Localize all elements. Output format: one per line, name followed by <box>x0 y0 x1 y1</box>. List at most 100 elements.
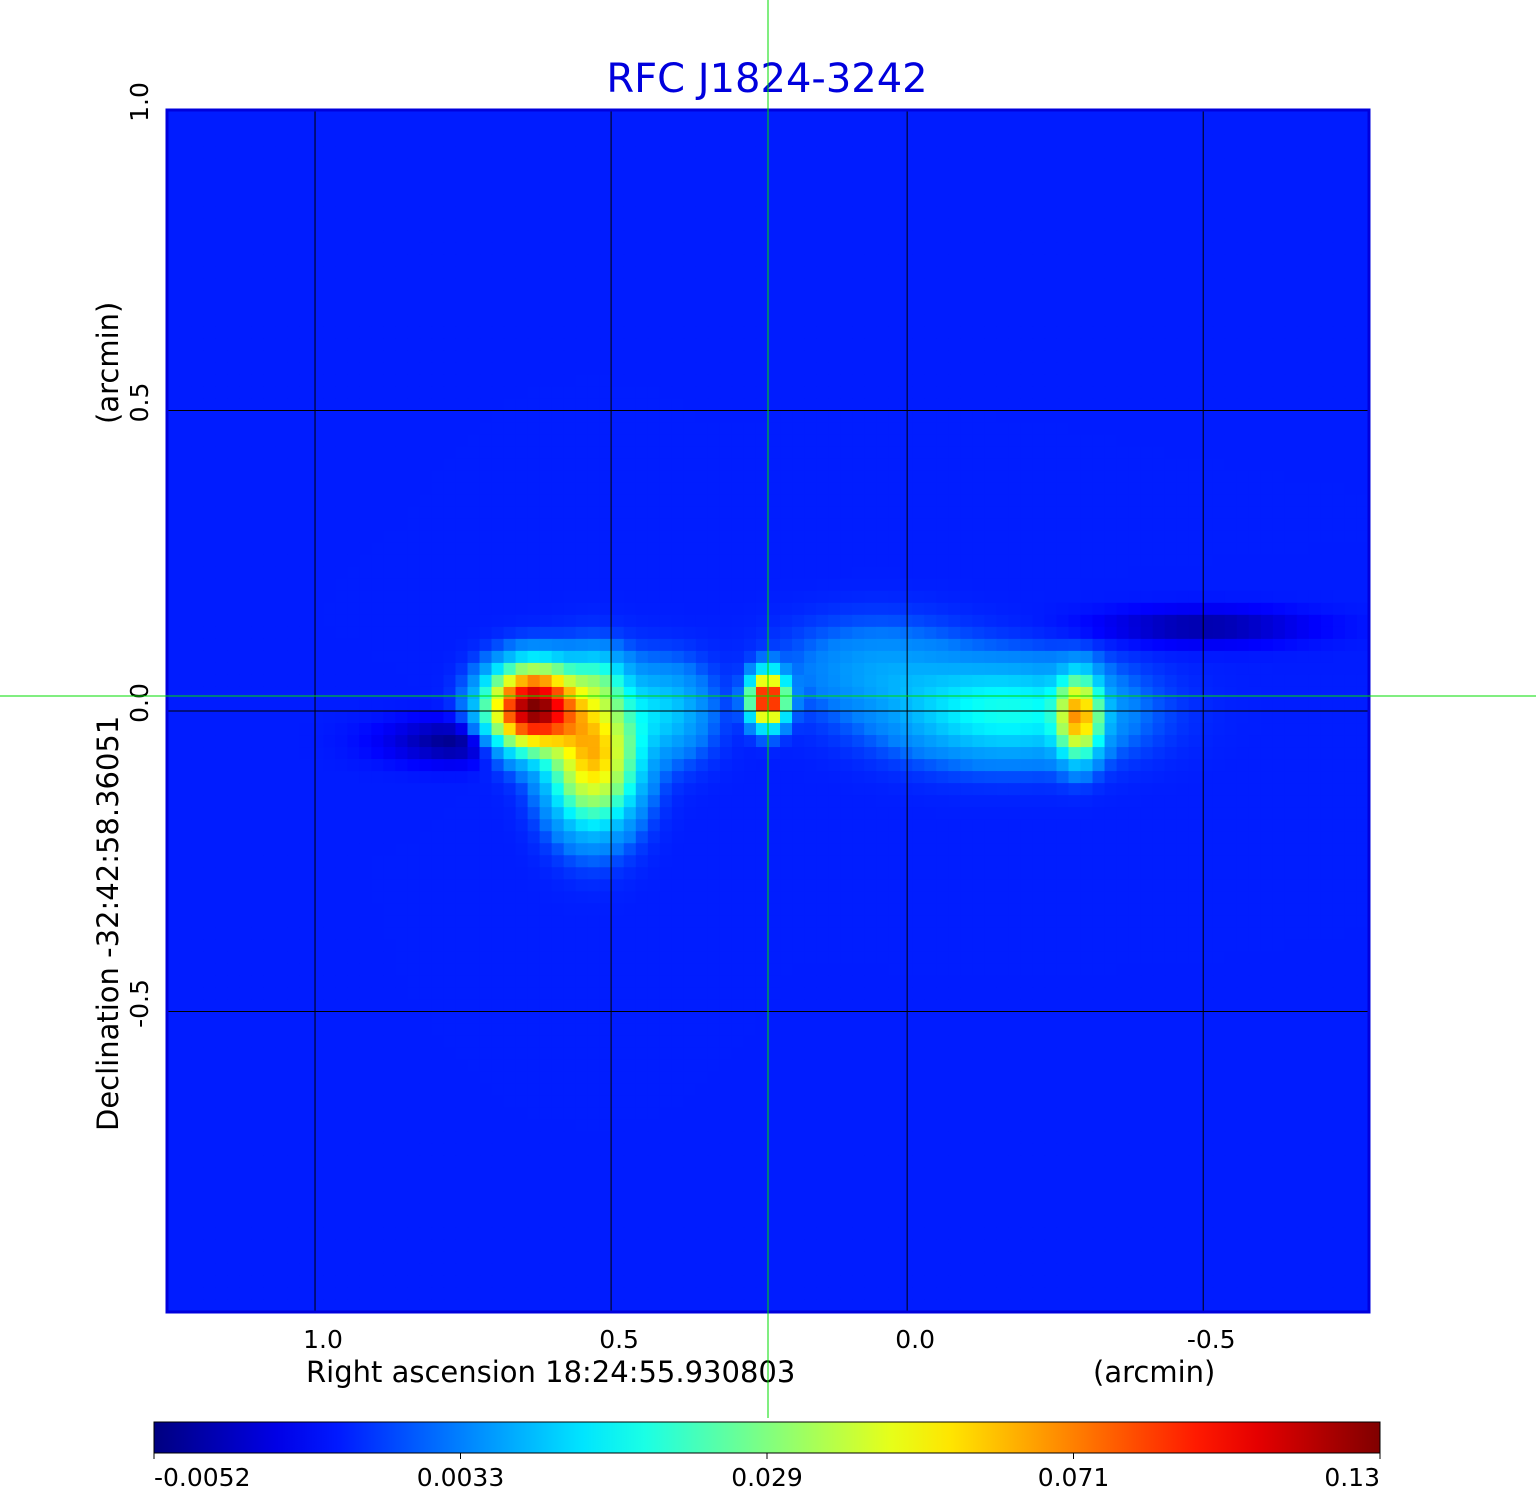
heatmap-cell <box>719 374 733 388</box>
heatmap-cell <box>1188 578 1202 592</box>
heatmap-cell <box>1200 326 1214 339</box>
heatmap-cell <box>347 482 360 496</box>
heatmap-cell <box>996 470 1009 484</box>
heatmap-cell <box>395 254 408 267</box>
heatmap-cell <box>719 146 733 159</box>
heatmap-cell <box>1032 158 1046 171</box>
heatmap-cell <box>1200 242 1214 255</box>
heatmap-cell <box>167 326 180 339</box>
heatmap-cell <box>695 650 709 664</box>
heatmap-cell <box>1068 530 1082 544</box>
heatmap-cell <box>912 254 925 267</box>
heatmap-cell <box>1080 194 1094 207</box>
heatmap-cell <box>635 578 649 592</box>
heatmap-cell <box>996 302 1009 315</box>
heatmap-cell <box>251 566 264 580</box>
heatmap-cell <box>467 458 481 472</box>
heatmap-cell <box>575 290 589 303</box>
heatmap-cell <box>1092 482 1106 496</box>
heatmap-cell <box>828 302 841 315</box>
heatmap-cell <box>227 350 240 364</box>
heatmap-cell <box>1344 338 1358 351</box>
heatmap-cell <box>936 434 949 448</box>
heatmap-cell <box>371 254 384 267</box>
heatmap-cell <box>1080 146 1094 159</box>
heatmap-cell <box>948 122 961 135</box>
heatmap-cell <box>335 482 348 496</box>
heatmap-cell <box>263 218 276 231</box>
heatmap-cell <box>395 278 408 291</box>
heatmap-cell <box>1320 230 1334 243</box>
heatmap-cell <box>780 182 793 195</box>
heatmap-cell <box>1176 482 1190 496</box>
heatmap-cell <box>1104 662 1118 676</box>
heatmap-cell <box>623 518 637 532</box>
heatmap-cell <box>1032 518 1046 532</box>
heatmap-cell <box>852 530 865 544</box>
heatmap-cell <box>743 518 757 532</box>
heatmap-cell <box>828 386 841 400</box>
heatmap-cell <box>395 494 408 508</box>
heatmap-cell <box>587 410 601 424</box>
heatmap-cell <box>683 470 697 484</box>
heatmap-cell <box>515 398 529 412</box>
heatmap-cell <box>335 302 348 315</box>
heatmap-cell <box>852 374 865 388</box>
heatmap-cell <box>1308 506 1322 520</box>
heatmap-cell <box>876 230 889 243</box>
heatmap-cell <box>1092 290 1106 303</box>
heatmap-cell <box>599 158 613 171</box>
heatmap-cell <box>936 254 949 267</box>
heatmap-cell <box>1188 278 1202 291</box>
heatmap-cell <box>960 218 973 231</box>
heatmap-cell <box>431 554 445 568</box>
heatmap-cell <box>683 626 697 640</box>
heatmap-cell <box>215 146 228 159</box>
heatmap-cell <box>251 218 264 231</box>
heatmap-cell <box>1140 350 1154 364</box>
heatmap-cell <box>864 482 877 496</box>
heatmap-cell <box>876 566 889 580</box>
heatmap-cell <box>755 170 769 183</box>
heatmap-cell <box>287 290 300 303</box>
heatmap-cell <box>203 182 216 195</box>
heatmap-cell <box>1248 218 1262 231</box>
heatmap-cell <box>563 386 577 400</box>
heatmap-cell <box>1176 146 1190 159</box>
heatmap-cell <box>948 650 961 664</box>
heatmap-cell <box>215 614 228 628</box>
heatmap-cell <box>515 446 529 460</box>
heatmap-cell <box>611 182 625 195</box>
heatmap-cell <box>719 554 733 568</box>
heatmap-cell <box>275 386 288 400</box>
heatmap-cell <box>383 422 396 436</box>
heatmap-cell <box>1056 590 1070 604</box>
heatmap-cell <box>323 614 336 628</box>
heatmap-cell <box>371 458 384 472</box>
heatmap-cell <box>1140 602 1154 616</box>
heatmap-cell <box>755 326 769 339</box>
heatmap-cell <box>1068 254 1082 267</box>
heatmap-cell <box>1200 542 1214 556</box>
heatmap-cell <box>1008 494 1022 508</box>
heatmap-cell <box>623 242 637 255</box>
heatmap-cell <box>407 230 421 243</box>
heatmap-cell <box>479 554 493 568</box>
heatmap-cell <box>719 650 733 664</box>
heatmap-cell <box>792 578 805 592</box>
heatmap-cell <box>503 566 517 580</box>
heatmap-cell <box>515 614 529 628</box>
heatmap-cell <box>479 278 493 291</box>
heatmap-cell <box>203 242 216 255</box>
heatmap-cell <box>443 590 457 604</box>
heatmap-cell <box>539 626 553 640</box>
heatmap-cell <box>503 434 517 448</box>
heatmap-cell <box>491 590 505 604</box>
heatmap-cell <box>335 662 348 676</box>
heatmap-cell <box>1044 386 1058 400</box>
heatmap-cell <box>395 506 408 520</box>
heatmap-cell <box>491 662 505 676</box>
heatmap-cell <box>876 338 889 351</box>
heatmap-cell <box>828 590 841 604</box>
heatmap-cell <box>743 314 757 327</box>
